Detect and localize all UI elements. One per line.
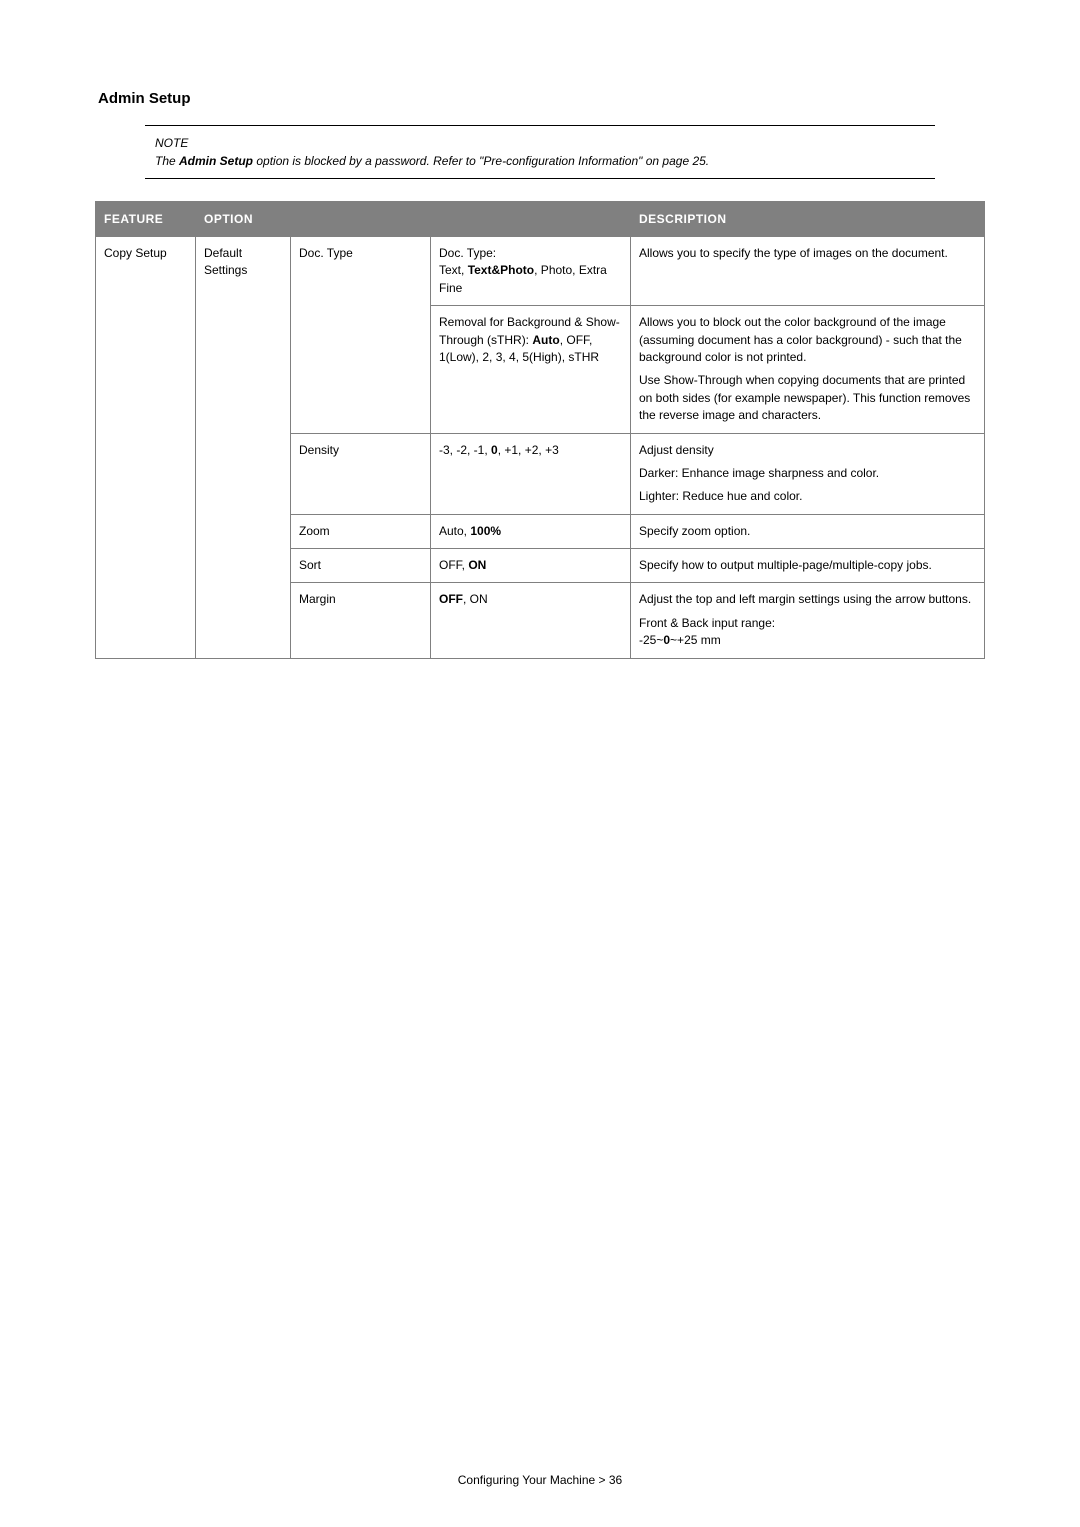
density-desc-p1: Adjust density: [639, 442, 976, 459]
zoom-val-bold: 100%: [470, 524, 501, 538]
cell-option: Default Settings: [196, 237, 291, 659]
doctype-line1: Doc. Type:: [439, 246, 496, 260]
density-desc-p2: Darker: Enhance image sharpness and colo…: [639, 465, 976, 482]
margin-val-bold: OFF: [439, 592, 463, 606]
header-description: DESCRIPTION: [631, 202, 985, 237]
margin-val-b: , ON: [463, 592, 488, 606]
cell-value: OFF, ON: [431, 549, 631, 583]
cell-description: Adjust density Darker: Enhance image sha…: [631, 433, 985, 514]
density-val-a: -3, -2, -1,: [439, 443, 491, 457]
cell-description: Specify how to output multiple-page/mult…: [631, 549, 985, 583]
cell-value: Doc. Type: Text, Text&Photo, Photo, Extr…: [431, 237, 631, 306]
note-pretext: The: [155, 154, 179, 168]
cell-subfeature: Doc. Type: [291, 237, 431, 434]
header-empty-2: [431, 202, 631, 237]
margin-range-a: -25~: [639, 633, 663, 647]
cell-value: OFF, ON: [431, 583, 631, 658]
cell-description: Allows you to specify the type of images…: [631, 237, 985, 306]
sort-val-bold: ON: [468, 558, 486, 572]
margin-range-label: Front & Back input range:: [639, 616, 775, 630]
margin-range-c: ~+25 mm: [670, 633, 721, 647]
cell-subfeature: Density: [291, 433, 431, 514]
cell-description: Allows you to block out the color backgr…: [631, 306, 985, 433]
removal-pretext: Removal for Background & Show-Through (s…: [439, 315, 620, 346]
cell-description: Adjust the top and left margin settings …: [631, 583, 985, 658]
note-rest: option is blocked by a password. Refer t…: [253, 154, 709, 168]
note-label: NOTE: [155, 134, 935, 152]
density-desc-p3: Lighter: Reduce hue and color.: [639, 488, 976, 505]
cell-value: -3, -2, -1, 0, +1, +2, +3: [431, 433, 631, 514]
header-feature: FEATURE: [96, 202, 196, 237]
doctype-bold: Text&Photo: [468, 263, 534, 277]
cell-feature: Copy Setup: [96, 237, 196, 659]
page-footer: Configuring Your Machine > 36: [0, 1473, 1080, 1487]
note-block: NOTE The Admin Setup option is blocked b…: [145, 125, 935, 179]
density-val-bold: 0: [491, 443, 498, 457]
doctype-desc-p2: Use Show-Through when copying documents …: [639, 372, 976, 424]
cell-subfeature: Margin: [291, 583, 431, 658]
header-empty-1: [291, 202, 431, 237]
cell-subfeature: Sort: [291, 549, 431, 583]
density-val-b: , +1, +2, +3: [498, 443, 559, 457]
removal-bold: Auto: [532, 333, 559, 347]
table-row: Copy Setup Default Settings Doc. Type Do…: [96, 237, 985, 306]
note-bold: Admin Setup: [179, 154, 253, 168]
margin-desc-p1: Adjust the top and left margin settings …: [639, 591, 976, 608]
cell-description: Specify zoom option.: [631, 514, 985, 548]
table-header-row: FEATURE OPTION DESCRIPTION: [96, 202, 985, 237]
zoom-val-a: Auto,: [439, 524, 470, 538]
margin-desc-p2: Front & Back input range: -25~0~+25 mm: [639, 615, 976, 650]
note-text: The Admin Setup option is blocked by a p…: [155, 152, 935, 170]
settings-table: FEATURE OPTION DESCRIPTION Copy Setup De…: [95, 201, 985, 659]
doctype-text-a: Text,: [439, 263, 468, 277]
doctype-desc-p1: Allows you to block out the color backgr…: [639, 314, 976, 366]
section-title: Admin Setup: [98, 90, 985, 107]
header-option: OPTION: [196, 202, 291, 237]
sort-val-a: OFF,: [439, 558, 468, 572]
cell-subfeature: Zoom: [291, 514, 431, 548]
cell-value: Auto, 100%: [431, 514, 631, 548]
cell-value: Removal for Background & Show-Through (s…: [431, 306, 631, 433]
